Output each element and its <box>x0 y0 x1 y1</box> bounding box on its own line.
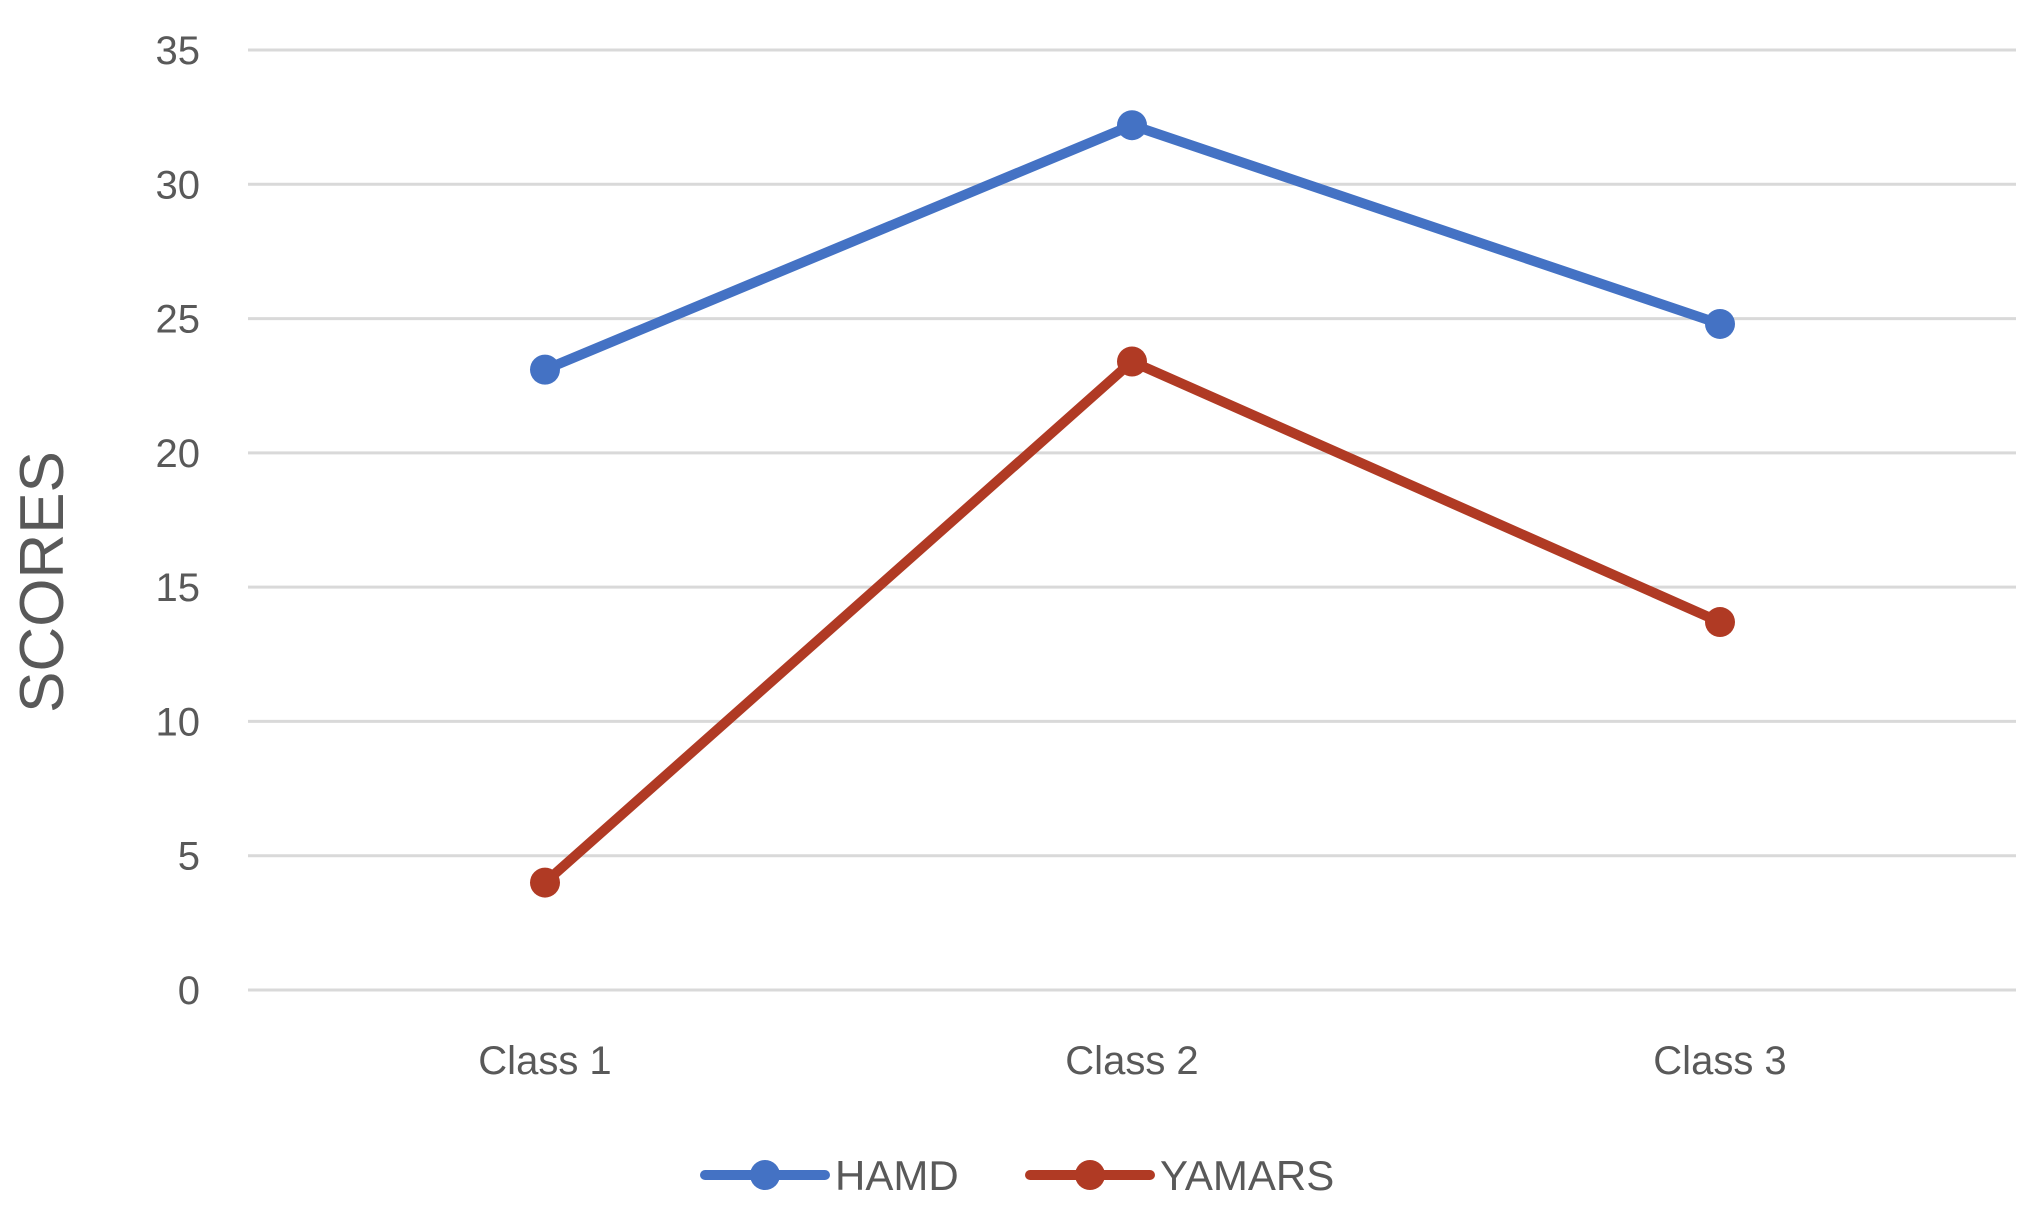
y-axis-title: SCORES <box>8 451 77 713</box>
series-line-hamd <box>540 120 1725 375</box>
series-lines <box>530 110 1735 898</box>
data-point-yamars-1 <box>530 867 560 898</box>
legend-label: HAMD <box>835 1152 959 1199</box>
y-axis-tick-labels: 0 5 10 15 20 25 30 35 <box>156 29 201 1013</box>
x-axis-tick-labels: Class 1 Class 2 Class 3 <box>478 1039 1786 1083</box>
legend: HAMD YAMARS <box>700 1152 1334 1199</box>
y-tick-label-35: 35 <box>156 29 201 73</box>
data-point-yamars-2 <box>1117 346 1147 377</box>
y-tick-label-10: 10 <box>156 700 201 744</box>
y-tick-label-5: 5 <box>178 835 200 879</box>
series-line-yamars <box>540 356 1725 888</box>
y-tick-label-0: 0 <box>178 969 200 1013</box>
data-point-hamd-1 <box>530 354 560 385</box>
data-point-yamars-3 <box>1705 607 1735 638</box>
y-tick-label-30: 30 <box>156 163 201 207</box>
legend-swatch-marker <box>1075 1160 1105 1190</box>
data-point-hamd-3 <box>1705 308 1735 339</box>
y-tick-label-25: 25 <box>156 298 201 342</box>
data-point-hamd-2 <box>1117 110 1147 141</box>
x-tick-label-1: Class 1 <box>478 1039 611 1083</box>
legend-item-yamars: YAMARS <box>1025 1152 1334 1199</box>
legend-item-hamd: HAMD <box>700 1152 959 1199</box>
y-tick-label-20: 20 <box>156 432 201 476</box>
gridlines <box>248 48 2016 992</box>
x-tick-label-2: Class 2 <box>1065 1039 1198 1083</box>
legend-swatch-marker <box>750 1160 780 1190</box>
series-yamars <box>530 346 1735 898</box>
series-hamd <box>530 110 1735 385</box>
x-tick-label-3: Class 3 <box>1653 1039 1786 1083</box>
legend-label: YAMARS <box>1160 1152 1334 1199</box>
y-tick-label-15: 15 <box>156 566 201 610</box>
